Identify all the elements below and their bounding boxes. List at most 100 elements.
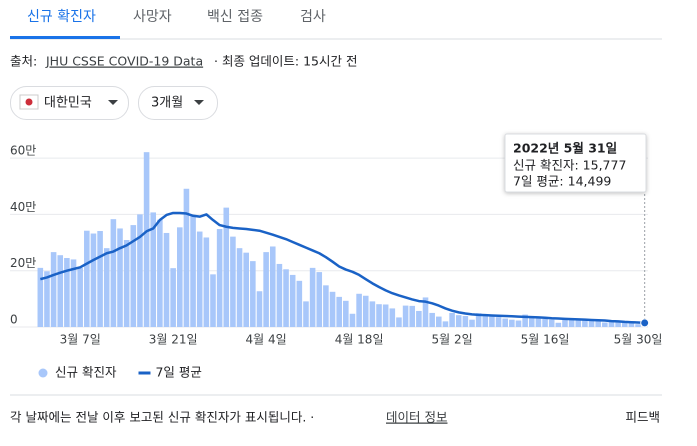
bar — [230, 236, 236, 327]
bar — [210, 274, 216, 327]
bar — [515, 320, 522, 327]
bar — [329, 291, 336, 327]
bar — [389, 308, 396, 327]
bar — [183, 188, 190, 327]
source-link[interactable]: JHU CSSE COVID-19 Data — [45, 54, 203, 69]
bar — [462, 316, 469, 327]
region-label: 대한민국 — [44, 96, 92, 111]
region-dropdown[interactable] — [10, 86, 129, 120]
tab[interactable]: 백신 접종 — [207, 9, 263, 25]
tooltip-title: 2022년 5월 31일 — [513, 141, 617, 156]
bar — [429, 312, 435, 327]
bar — [595, 320, 601, 327]
bar — [449, 312, 455, 327]
bar — [236, 248, 243, 327]
bar — [110, 219, 117, 327]
bar — [522, 314, 528, 327]
tooltip-line: 신규 확진자: 15,777 — [513, 158, 626, 173]
range-label: 3개월 — [151, 96, 183, 111]
tooltip — [504, 133, 647, 193]
update-info: · 최종 업데이트: 15시간 전 — [214, 54, 358, 69]
hover-dot — [640, 318, 650, 328]
bar — [509, 319, 515, 327]
legend-label: 신규 확진자 — [55, 365, 117, 380]
y-tick-label: 20만 — [10, 256, 36, 270]
bar — [196, 231, 203, 327]
bar — [628, 322, 635, 327]
average-line — [40, 211, 645, 325]
bar — [608, 320, 615, 327]
bar — [269, 246, 276, 327]
bar — [70, 259, 77, 327]
bar — [137, 214, 143, 327]
bar — [376, 304, 382, 327]
bar — [535, 317, 542, 327]
x-tick-label: 5월 30일 — [614, 333, 663, 347]
tab[interactable]: 검사 — [300, 9, 326, 25]
bar — [250, 261, 256, 327]
bar — [84, 230, 90, 327]
bar — [416, 310, 422, 327]
bar — [336, 296, 342, 327]
x-tick-label: 4월 4일 — [246, 333, 287, 347]
x-tick-label: 3월 7일 — [60, 333, 101, 347]
bar — [555, 322, 562, 327]
bar — [223, 207, 230, 327]
legend-swatch — [38, 368, 48, 378]
range-dropdown[interactable] — [138, 86, 218, 120]
bar — [489, 315, 495, 327]
bar — [316, 272, 323, 327]
bar — [635, 324, 641, 327]
bar — [163, 232, 170, 327]
bar — [495, 317, 502, 327]
bar — [402, 305, 409, 327]
y-tick-label: 40만 — [10, 200, 36, 214]
bar — [369, 301, 376, 327]
bar — [157, 219, 163, 327]
bar — [276, 263, 283, 327]
bar — [130, 225, 137, 327]
bar — [582, 319, 588, 327]
tab[interactable]: 신규 확진자 — [27, 9, 96, 25]
bar — [64, 258, 70, 327]
bar — [436, 316, 442, 327]
dropdown-arrow — [194, 100, 204, 105]
legend-label: 7일 평균 — [155, 365, 201, 380]
bar — [482, 314, 489, 327]
bar — [396, 317, 402, 327]
bar — [615, 321, 621, 327]
x-tick-label: 5월 16일 — [521, 333, 570, 347]
bar — [442, 321, 449, 327]
bar — [323, 285, 329, 327]
bar — [256, 291, 263, 327]
bar — [469, 319, 475, 327]
bar — [289, 274, 296, 327]
y-tick-label: 0 — [10, 313, 18, 327]
bar — [475, 313, 482, 327]
dropdown-arrow — [108, 100, 118, 105]
tab[interactable]: 사망자 — [133, 9, 172, 25]
bar — [296, 280, 303, 327]
bar — [621, 321, 628, 327]
bar — [588, 320, 595, 327]
flag-emblem — [25, 98, 33, 106]
bar — [263, 252, 269, 327]
bar — [117, 228, 123, 327]
bar — [203, 237, 210, 327]
bar — [37, 267, 44, 327]
bar — [44, 271, 50, 327]
bar — [542, 318, 548, 327]
bar — [103, 248, 110, 327]
bar — [528, 317, 535, 327]
bar — [568, 317, 575, 327]
bar — [422, 297, 429, 327]
tooltip-line: 7일 평균: 14,499 — [513, 174, 611, 189]
x-tick-label: 4월 18일 — [335, 333, 384, 347]
bar — [455, 315, 462, 327]
chart: 0 20만 40만 60만 3월 7일 3월 21일 4월 4일 4월 18일 5월 2일 5월 … — [10, 133, 663, 380]
feedback[interactable]: 피드백 — [625, 410, 660, 425]
data-info-link[interactable]: 데이터 정보 — [386, 410, 447, 425]
tab-indicator — [10, 36, 120, 39]
bar — [50, 252, 57, 327]
